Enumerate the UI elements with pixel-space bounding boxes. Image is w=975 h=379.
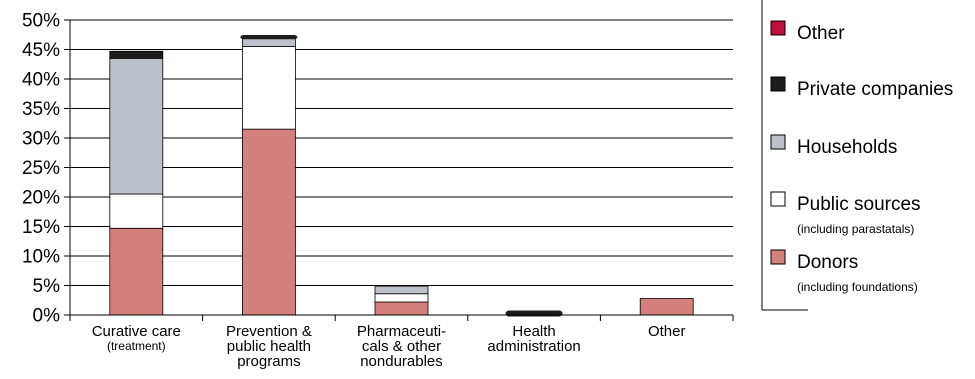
x-category-label: administration bbox=[487, 338, 580, 355]
y-tick-label: 30% bbox=[22, 129, 60, 150]
y-tick-label: 25% bbox=[22, 158, 60, 179]
legend-swatch bbox=[770, 76, 786, 92]
x-axis-category-labels: Curative care(treatment) Prevention &publ… bbox=[92, 323, 686, 370]
y-tick-label: 35% bbox=[22, 99, 60, 120]
legend-swatch bbox=[770, 191, 786, 207]
y-axis-tick-labels: 0% 5% 10% 15% 20% 25% 30% 35% 40% 45% 50% bbox=[22, 11, 60, 327]
legend-swatch bbox=[770, 20, 786, 36]
bar-segment-private-companies bbox=[109, 50, 164, 59]
y-tick-label: 45% bbox=[22, 40, 60, 61]
bar-segment-donors bbox=[241, 128, 296, 316]
y-tick-label: 15% bbox=[22, 217, 60, 238]
x-category-label: Other bbox=[648, 323, 686, 340]
legend-label: Donors bbox=[797, 252, 858, 273]
y-tick-label: 50% bbox=[22, 11, 60, 32]
bar-stacks bbox=[109, 35, 694, 317]
bar-segment-public-sources bbox=[374, 293, 429, 303]
y-tick-label: 10% bbox=[22, 247, 60, 268]
y-tick-label: 5% bbox=[33, 276, 61, 297]
bar-segment-public-sources bbox=[109, 193, 164, 229]
x-category-label: Prevention & bbox=[226, 323, 312, 340]
legend-label: Households bbox=[797, 137, 897, 158]
bar-segment-households bbox=[374, 285, 429, 295]
y-tick-label: 40% bbox=[22, 70, 60, 91]
legend-sublabel: (including parastatals) bbox=[797, 222, 914, 236]
bar-segment-public-sources bbox=[241, 46, 296, 130]
x-category-label: public health bbox=[227, 338, 311, 355]
x-category-sublabel: (treatment) bbox=[107, 339, 166, 353]
legend-label: Public sources bbox=[797, 194, 921, 215]
bar-segment-donors bbox=[109, 227, 164, 316]
bar-segment-private-companies bbox=[505, 310, 563, 317]
x-category-label: Health bbox=[512, 323, 555, 340]
x-category-label: programs bbox=[237, 353, 300, 370]
legend-label: Private companies bbox=[797, 79, 953, 100]
axes bbox=[69, 20, 734, 321]
legend-swatch bbox=[770, 249, 786, 265]
bar-segment-private-companies bbox=[240, 35, 298, 40]
x-category-label: Curative care bbox=[92, 323, 181, 340]
x-category-label: Pharmaceuti- bbox=[357, 323, 446, 340]
y-tick-label: 20% bbox=[22, 188, 60, 209]
legend-swatch bbox=[770, 134, 786, 150]
bar-segment-donors bbox=[374, 301, 429, 316]
x-category-label: cals & other bbox=[362, 338, 441, 355]
gridlines bbox=[64, 19, 733, 316]
bar-segment-households bbox=[109, 57, 164, 195]
legend: Other Private companies Households Public s… bbox=[761, 0, 953, 311]
legend-label: Other bbox=[797, 23, 845, 44]
x-category-label: nondurables bbox=[360, 353, 443, 370]
legend-sublabel: (including foundations) bbox=[797, 280, 918, 294]
bar-segment-donors bbox=[639, 298, 694, 316]
y-tick-label: 0% bbox=[33, 306, 61, 327]
